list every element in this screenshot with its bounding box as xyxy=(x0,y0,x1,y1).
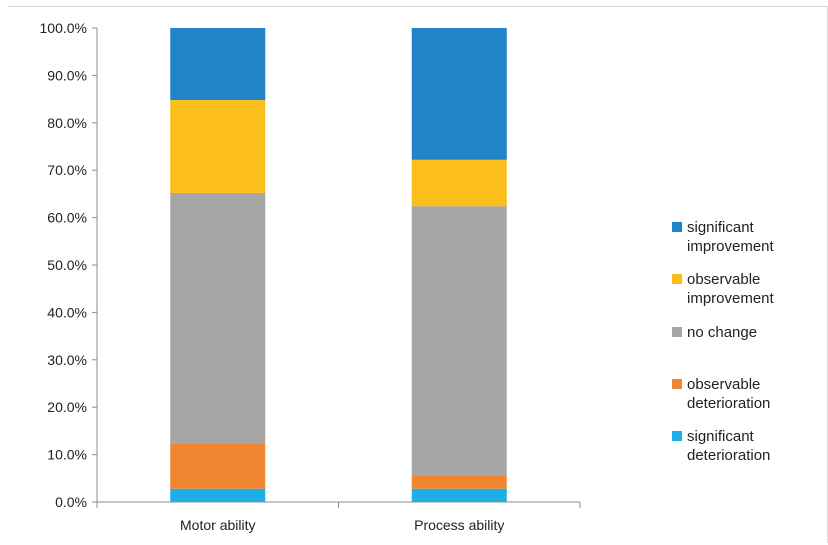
legend-swatch xyxy=(672,379,682,389)
y-tick-label: 40.0% xyxy=(47,304,87,320)
legend: significant improvement observable improvem… xyxy=(672,219,775,464)
bar-segment xyxy=(411,159,507,207)
legend-label: no change xyxy=(687,324,757,341)
legend-swatch xyxy=(672,274,682,284)
bars-group xyxy=(170,28,507,502)
y-axis: 0.0% 10.0% 20.0% 30.0% 40.0% 50.0% 60.0% 70.0% 8… xyxy=(40,20,98,510)
y-tick-label: 70.0% xyxy=(47,162,87,178)
bar-segment xyxy=(170,100,266,193)
y-tick-label: 30.0% xyxy=(47,352,87,368)
bar-segment xyxy=(170,443,266,489)
bar-segment xyxy=(411,488,507,502)
legend-label: significant xyxy=(687,428,755,445)
bar-segment xyxy=(411,28,507,160)
legend-swatch xyxy=(672,431,682,441)
y-tick-label: 20.0% xyxy=(47,399,87,415)
bar-segment xyxy=(170,488,266,502)
legend-label: observable xyxy=(687,376,760,393)
x-axis: Motor ability Process ability xyxy=(96,501,581,533)
y-tick-label: 100.0% xyxy=(40,20,87,36)
x-category-label: Process ability xyxy=(414,517,504,533)
y-tick-label: 0.0% xyxy=(55,494,87,510)
bar-segment xyxy=(170,192,266,444)
y-tick-label: 60.0% xyxy=(47,210,87,226)
legend-label: improvement xyxy=(687,238,775,255)
legend-label: observable xyxy=(687,271,760,288)
y-tick-label: 50.0% xyxy=(47,257,87,273)
y-tick-label: 80.0% xyxy=(47,115,87,131)
bar-segment xyxy=(411,475,507,489)
legend-label: deterioration xyxy=(687,395,770,412)
legend-label: deterioration xyxy=(687,447,770,464)
legend-swatch xyxy=(672,222,682,232)
y-tick-label: 90.0% xyxy=(47,67,87,83)
x-category-label: Motor ability xyxy=(180,517,255,533)
bar-segment xyxy=(170,28,266,101)
y-tick-label: 10.0% xyxy=(47,447,87,463)
legend-swatch xyxy=(672,327,682,337)
legend-label: significant xyxy=(687,219,755,236)
legend-label: improvement xyxy=(687,290,775,307)
bar-segment xyxy=(411,206,507,476)
